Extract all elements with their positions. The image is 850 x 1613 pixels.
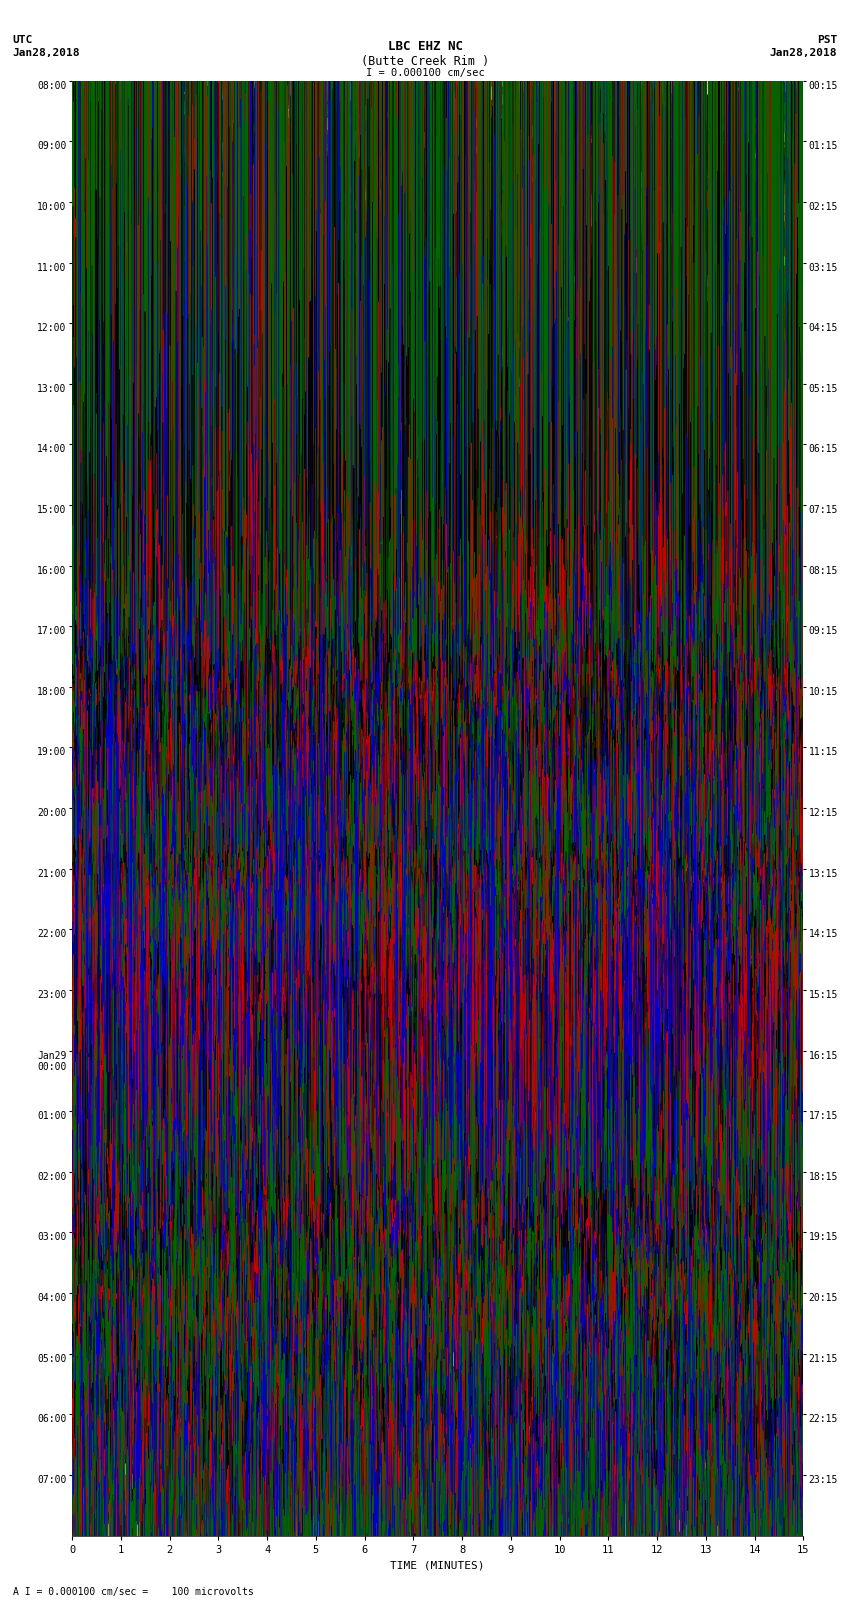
Text: Jan28,2018: Jan28,2018 (770, 48, 837, 58)
Text: UTC: UTC (13, 35, 33, 45)
Text: A I = 0.000100 cm/sec =    100 microvolts: A I = 0.000100 cm/sec = 100 microvolts (13, 1587, 253, 1597)
Text: Jan28,2018: Jan28,2018 (13, 48, 80, 58)
X-axis label: TIME (MINUTES): TIME (MINUTES) (390, 1560, 485, 1569)
Text: (Butte Creek Rim ): (Butte Creek Rim ) (361, 55, 489, 68)
Text: I = 0.000100 cm/sec: I = 0.000100 cm/sec (366, 68, 484, 77)
Text: PST: PST (817, 35, 837, 45)
Text: LBC EHZ NC: LBC EHZ NC (388, 40, 462, 53)
